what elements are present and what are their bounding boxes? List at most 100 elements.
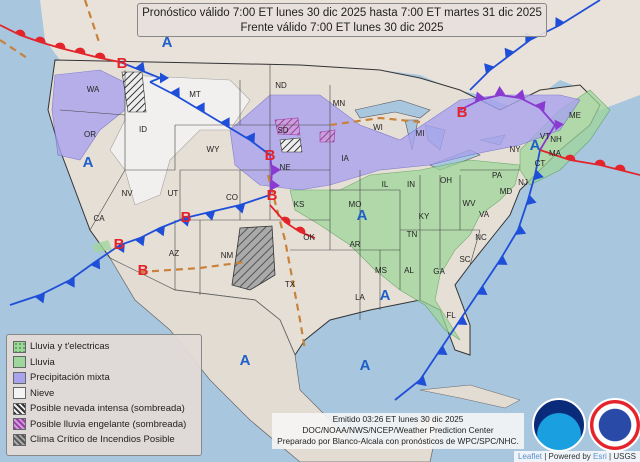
fronts	[0, 0, 640, 401]
legend-label: Precipitación mixta	[30, 372, 110, 384]
legend-item: Posible lluvia engelante (sombreada)	[13, 417, 195, 433]
state-label-nc: NC	[475, 233, 487, 242]
state-label-ma: MA	[549, 149, 562, 158]
state-label-ct: CT	[535, 159, 546, 168]
legend-label: Clima Crítico de Incendios Posible	[30, 434, 175, 446]
legend-label: Posible nevada intensa (sombreada)	[30, 403, 185, 415]
high-pressure-center: A	[357, 207, 368, 224]
issuance-info: Emitido 03:26 ET lunes 30 dic 2025 DOC/N…	[272, 413, 524, 449]
legend-swatch	[13, 356, 26, 369]
low-pressure-center: B	[267, 187, 278, 204]
state-label-ga: GA	[433, 267, 445, 276]
state-label-la: LA	[355, 293, 365, 302]
high-pressure-center: A	[380, 287, 391, 304]
state-label-or: OR	[84, 130, 96, 139]
leaflet-link[interactable]: Leaflet	[517, 452, 542, 461]
esri-link[interactable]: Esri	[593, 452, 607, 461]
state-label-ut: UT	[168, 189, 179, 198]
low-pressure-center: B	[265, 147, 276, 164]
forecast-valid-text: Pronóstico válido 7:00 ET lunes 30 dic 2…	[142, 7, 542, 19]
state-label-il: IL	[382, 180, 389, 189]
legend-item: Posible nevada intensa (sombreada)	[13, 401, 195, 417]
legend-swatch	[13, 371, 26, 384]
cold-front-northwest	[119, 61, 169, 84]
state-label-mi: MI	[416, 129, 425, 138]
legend-swatch	[13, 433, 26, 446]
state-label-nh: NH	[550, 135, 562, 144]
legend-label: Posible lluvia engelante (sombreada)	[30, 418, 187, 430]
map-legend: Lluvia y t'electricas Lluvia Precipitación…	[6, 334, 202, 456]
state-label-ny: NY	[509, 145, 521, 154]
state-label-wa: WA	[87, 85, 100, 94]
heavy-snow-2	[279, 137, 303, 153]
legend-label: Nieve	[30, 387, 55, 399]
front-valid-text: Frente válido 7:00 ET lunes 30 dic 2025	[240, 22, 444, 34]
stationary-front-atlantic	[539, 149, 640, 176]
state-label-nv: NV	[121, 189, 133, 198]
state-label-wy: WY	[207, 145, 221, 154]
state-label-ky: KY	[419, 212, 430, 221]
legend-item: Lluvia y t'electricas	[13, 339, 195, 355]
high-pressure-center: A	[240, 352, 251, 369]
state-label-wi: WI	[373, 123, 383, 132]
state-label-ca: CA	[93, 214, 105, 223]
agency: DOC/NOAA/NWS/NCEP/Weather Prediction Cen…	[302, 425, 494, 435]
state-label-md: MD	[500, 187, 513, 196]
state-label-ks: KS	[294, 200, 305, 209]
state-label-az: AZ	[169, 249, 179, 258]
state-label-va: VA	[479, 210, 490, 219]
state-label-pa: PA	[492, 171, 503, 180]
mixed-precip-northwest	[51, 69, 131, 161]
state-label-ia: IA	[341, 154, 349, 163]
state-label-mo: MO	[349, 200, 362, 209]
legend-item: Precipitación mixta	[13, 370, 195, 386]
warm-front-plains	[269, 204, 316, 239]
legend-item: Lluvia	[13, 355, 195, 371]
state-label-mn: MN	[333, 99, 346, 108]
cold-front-southwest	[9, 194, 271, 306]
state-label-vt: VT	[540, 132, 550, 141]
issued-time: Emitido 03:26 ET lunes 30 dic 2025	[332, 414, 464, 424]
high-pressure-center: A	[83, 154, 94, 171]
state-label-in: IN	[407, 180, 415, 189]
legend-swatch	[13, 340, 26, 353]
state-label-id: ID	[139, 125, 147, 134]
low-pressure-center: B	[181, 209, 192, 226]
noaa-logo[interactable]	[532, 398, 586, 452]
state-label-sc: SC	[459, 255, 470, 264]
forecast-header: Pronóstico válido 7:00 ET lunes 30 dic 2…	[137, 3, 547, 37]
state-label-tn: TN	[407, 230, 418, 239]
state-label-me: ME	[569, 111, 581, 120]
high-pressure-center: A	[162, 34, 173, 51]
state-label-nm: NM	[221, 251, 234, 260]
legend-swatch	[13, 418, 26, 431]
low-pressure-center: B	[457, 104, 468, 121]
cold-front-west	[149, 81, 271, 156]
high-pressure-center: A	[530, 137, 541, 154]
state-label-nj: NJ	[518, 178, 528, 187]
state-label-mt: MT	[189, 90, 201, 99]
cold-front-canada	[469, 0, 601, 91]
stationary-front-northwest	[0, 24, 121, 63]
state-label-ms: MS	[375, 266, 387, 275]
low-pressure-center: B	[117, 55, 128, 72]
state-label-nd: ND	[275, 81, 287, 90]
state-label-sd: SD	[277, 126, 288, 135]
low-pressure-center: B	[114, 236, 125, 253]
prepared-by: Preparado por Blanco-Alcala con pronósti…	[277, 436, 519, 446]
legend-item: Clima Crítico de Incendios Posible	[13, 432, 195, 448]
state-label-tx: TX	[285, 280, 296, 289]
map-attribution: Leaflet | Powered by Esri | USGS	[513, 451, 640, 462]
cuba	[419, 384, 521, 409]
legend-swatch	[13, 387, 26, 400]
high-pressure-center: A	[360, 357, 371, 374]
low-pressure-center: B	[138, 262, 149, 279]
state-label-al: AL	[404, 266, 414, 275]
nws-logo[interactable]	[588, 398, 640, 452]
state-label-wv: WV	[463, 199, 477, 208]
occluded-front-plains	[269, 154, 281, 196]
state-label-co: CO	[226, 193, 238, 202]
legend-swatch	[13, 402, 26, 415]
